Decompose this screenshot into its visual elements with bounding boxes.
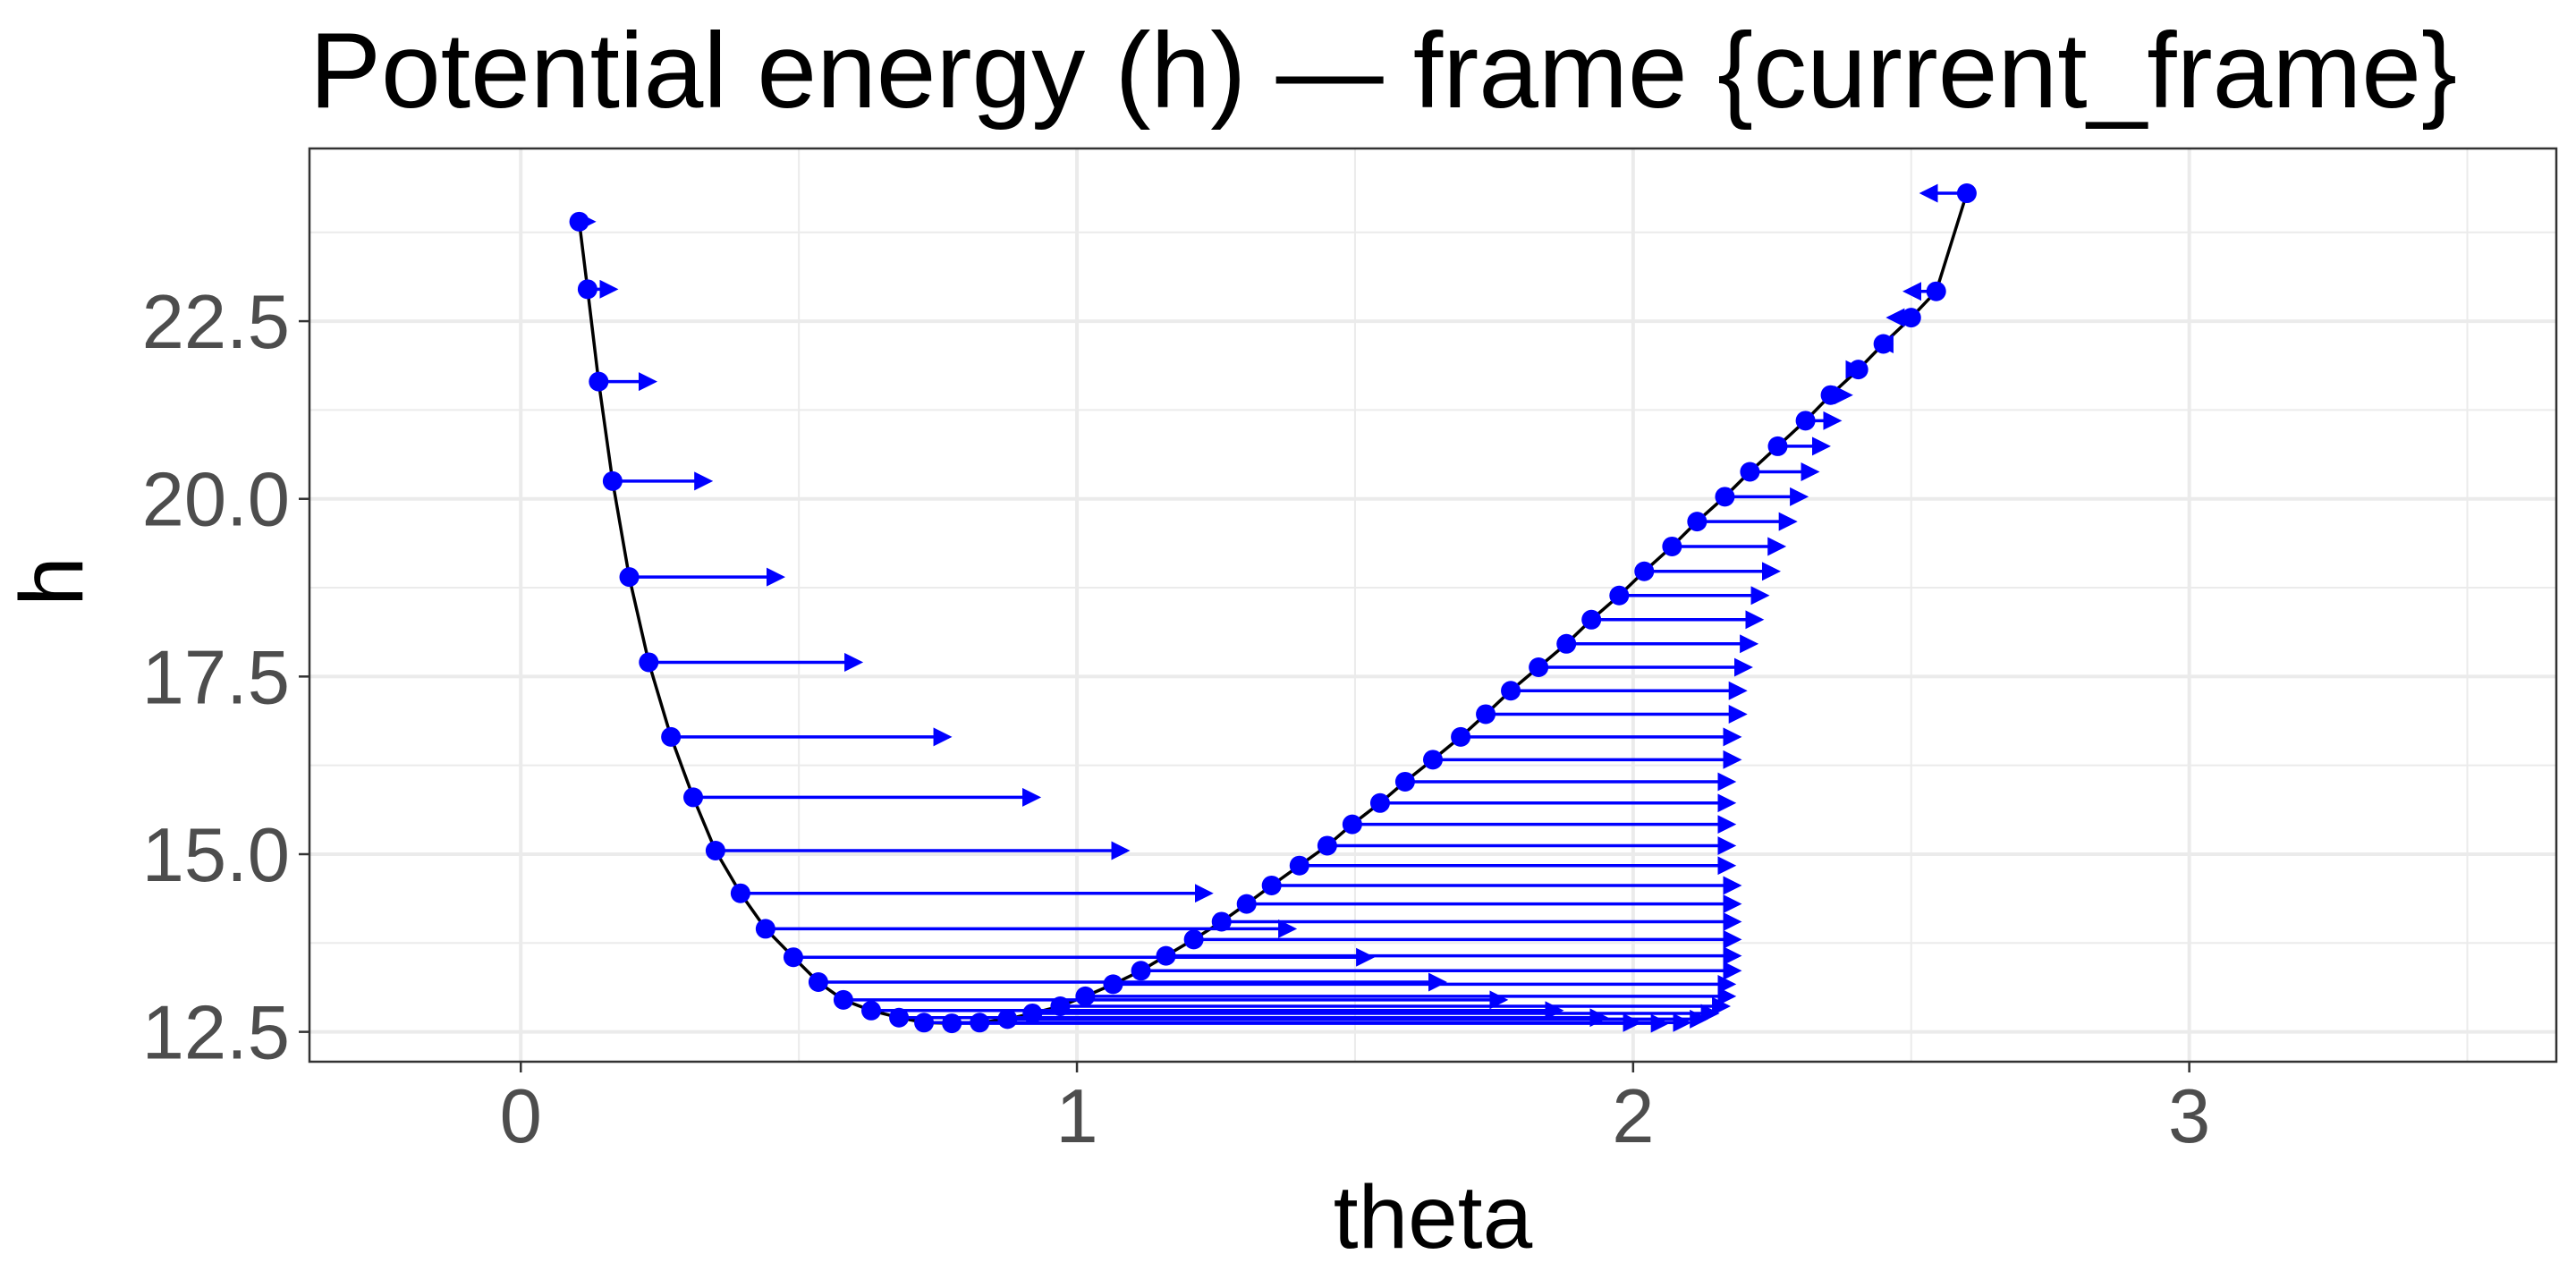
x-axis: 0 1 2 3 bbox=[500, 1062, 2210, 1159]
data-point bbox=[942, 1013, 962, 1034]
data-point bbox=[1317, 835, 1337, 856]
data-point bbox=[1342, 814, 1362, 835]
data-point bbox=[1529, 657, 1549, 678]
chart-title: Potential energy (h) — frame {current_fr… bbox=[309, 11, 2457, 131]
data-point bbox=[1956, 183, 1977, 204]
arrow-layer bbox=[577, 183, 1967, 1033]
data-point bbox=[602, 470, 623, 491]
data-point bbox=[1848, 360, 1868, 380]
x-tick-label: 3 bbox=[2168, 1074, 2210, 1159]
data-point bbox=[1740, 462, 1760, 482]
y-tick-label: 12.5 bbox=[142, 991, 290, 1076]
data-point bbox=[577, 279, 597, 300]
data-point bbox=[1873, 334, 1894, 354]
data-point bbox=[970, 1013, 990, 1033]
y-tick-label: 17.5 bbox=[142, 635, 290, 720]
data-point bbox=[1369, 792, 1390, 813]
data-point bbox=[619, 567, 640, 588]
x-tick-label: 0 bbox=[500, 1074, 542, 1159]
data-point bbox=[1662, 536, 1682, 556]
data-point bbox=[730, 883, 750, 903]
data-point bbox=[1476, 704, 1496, 724]
data-point bbox=[661, 726, 682, 747]
data-point bbox=[1211, 911, 1232, 932]
data-point bbox=[589, 371, 609, 392]
data-point bbox=[1901, 308, 1921, 328]
data-point bbox=[755, 919, 775, 939]
data-point bbox=[1581, 609, 1602, 630]
data-point bbox=[1394, 771, 1415, 792]
data-point bbox=[1156, 945, 1176, 966]
y-axis-title: h bbox=[2, 556, 102, 606]
data-point bbox=[1423, 750, 1443, 770]
data-point bbox=[808, 972, 828, 993]
data-point bbox=[1501, 681, 1521, 701]
data-point bbox=[1236, 894, 1257, 914]
panel-border bbox=[308, 147, 2558, 1063]
data-point bbox=[1103, 974, 1123, 995]
data-point bbox=[1131, 961, 1151, 981]
data-point bbox=[833, 989, 853, 1010]
data-point bbox=[1050, 996, 1071, 1017]
data-point bbox=[569, 211, 589, 232]
x-axis-title: theta bbox=[1334, 1167, 1533, 1267]
data-point bbox=[683, 787, 704, 808]
data-point bbox=[889, 1007, 910, 1028]
data-point bbox=[1687, 512, 1707, 532]
data-point bbox=[1075, 986, 1096, 1006]
data-point bbox=[914, 1013, 935, 1033]
data-point bbox=[1715, 487, 1735, 507]
x-tick-label: 1 bbox=[1055, 1074, 1097, 1159]
data-point bbox=[1795, 411, 1816, 431]
data-point bbox=[1767, 436, 1788, 456]
y-tick-label: 15.0 bbox=[142, 813, 290, 898]
data-point bbox=[1634, 561, 1655, 581]
data-point bbox=[1451, 726, 1471, 747]
y-tick-label: 22.5 bbox=[142, 280, 290, 365]
data-point bbox=[1556, 633, 1577, 654]
data-point bbox=[1820, 385, 1841, 405]
y-tick-label: 20.0 bbox=[142, 458, 290, 543]
x-tick-label: 2 bbox=[1612, 1074, 1654, 1159]
y-axis: 12.5 15.0 17.5 20.0 22.5 bbox=[142, 280, 309, 1076]
point-layer bbox=[569, 183, 1977, 1034]
data-point bbox=[1926, 281, 1946, 301]
data-point bbox=[997, 1009, 1018, 1030]
data-point bbox=[783, 947, 803, 968]
data-point bbox=[861, 1000, 881, 1021]
data-point bbox=[1609, 585, 1630, 606]
data-point bbox=[1261, 875, 1282, 895]
data-point bbox=[1022, 1003, 1043, 1023]
data-point bbox=[639, 652, 659, 673]
data-point bbox=[1289, 855, 1309, 876]
data-point bbox=[1183, 929, 1204, 950]
data-point bbox=[705, 841, 725, 861]
